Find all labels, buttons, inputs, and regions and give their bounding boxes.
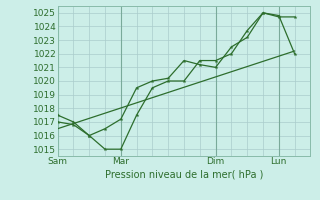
X-axis label: Pression niveau de la mer( hPa ): Pression niveau de la mer( hPa ) xyxy=(105,169,263,179)
